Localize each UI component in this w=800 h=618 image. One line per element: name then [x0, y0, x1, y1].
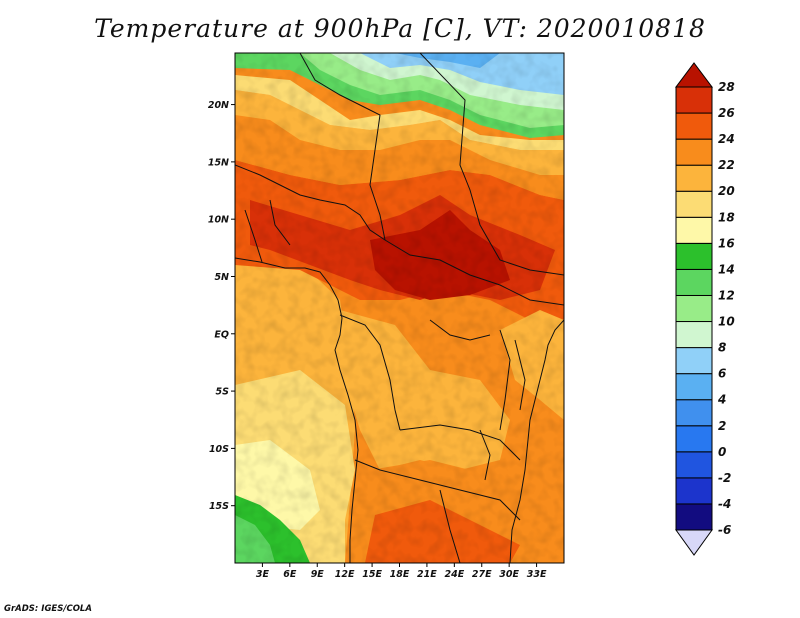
colorbar-label: 24	[718, 132, 735, 146]
colorbar-overflow-triangle	[675, 62, 713, 88]
colorbar-label: -4	[718, 497, 731, 511]
colorbar-swatch	[675, 242, 713, 270]
colorbar-label: 2	[718, 419, 726, 433]
colorbar-label: 4	[717, 393, 726, 407]
colorbar-label: -2	[718, 471, 731, 485]
colorbar-label: 12	[718, 288, 735, 302]
lat-tick-label: 15S	[209, 501, 229, 512]
lon-tick-label: 30E	[499, 569, 519, 580]
lat-tick-label: 10N	[208, 215, 229, 226]
colorbar-swatch	[675, 216, 713, 244]
lat-tick-label: 10S	[209, 444, 229, 455]
lon-tick-label: 9E	[311, 569, 325, 580]
colorbar-swatch	[675, 164, 713, 192]
colorbar-label: 22	[718, 158, 735, 172]
colorbar-label: 18	[718, 210, 735, 224]
lon-tick-label: 15E	[362, 569, 382, 580]
colorbar-label: 0	[718, 445, 726, 459]
colorbar-label: -6	[718, 523, 731, 537]
lat-tick-label: 5N	[214, 272, 229, 283]
chart-title: Temperature at 900hPa [C], VT: 202001081…	[94, 14, 706, 43]
colorbar-swatch	[675, 268, 713, 296]
coastlines	[235, 53, 564, 563]
colorbar-label: 26	[718, 106, 735, 120]
colorbar-swatch	[675, 399, 713, 427]
colorbar-label: 14	[718, 262, 735, 276]
lat-tick-label: EQ	[214, 329, 229, 340]
temperature-field	[235, 53, 564, 563]
colorbar-label: 10	[718, 315, 735, 329]
lon-tick-label: 27E	[472, 569, 492, 580]
lon-tick-label: 3E	[256, 569, 270, 580]
colorbar-label: 20	[718, 184, 735, 198]
colorbar-swatch	[675, 294, 713, 323]
colorbar-swatch	[675, 425, 713, 453]
colorbar-swatch	[675, 138, 713, 166]
lon-tick-label: 12E	[335, 569, 355, 580]
colorbar-swatch	[675, 112, 713, 140]
colorbar-swatch	[675, 321, 713, 349]
colorbar-label: 16	[718, 236, 735, 250]
lat-tick-label: 20N	[208, 100, 229, 111]
latitude-ticks: 20N 15N 10N 5N EQ 5S 10S 15S	[208, 100, 235, 512]
colorbar-swatch	[675, 373, 713, 401]
lon-tick-label: 21E	[417, 569, 437, 580]
lon-tick-label: 24E	[444, 569, 464, 580]
colorbar-label: 6	[718, 367, 726, 381]
colorbar-swatch	[675, 451, 713, 479]
lat-tick-label: 15N	[208, 157, 229, 168]
lon-tick-label: 18E	[390, 569, 410, 580]
colorbar-swatch	[675, 503, 713, 531]
colorbar-label: 28	[718, 80, 735, 94]
lon-tick-label: 6E	[283, 569, 297, 580]
lat-tick-label: 5S	[216, 387, 230, 398]
colorbar-swatch	[675, 477, 713, 505]
colorbar-swatch	[675, 347, 713, 375]
lon-tick-label: 33E	[527, 569, 547, 580]
colorbar-underflow-triangle	[675, 529, 713, 556]
colorbar-label: 8	[718, 341, 726, 355]
colorbar-swatch	[675, 190, 713, 218]
longitude-ticks: 3E 6E 9E 12E 15E 18E 21E 24E 27E 30E 33E	[256, 563, 547, 580]
colorbar-swatch	[675, 86, 713, 114]
grads-credit: GrADS: IGES/COLA	[4, 604, 92, 614]
